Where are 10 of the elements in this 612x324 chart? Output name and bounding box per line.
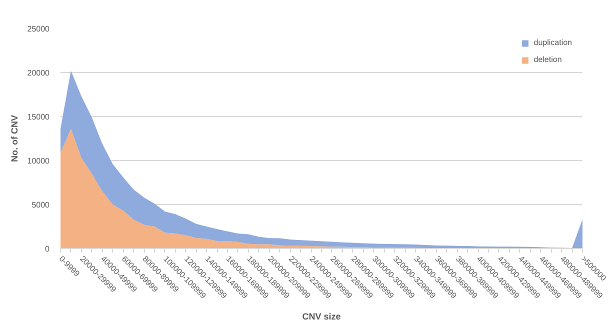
y-tick-label: 25000 (27, 24, 50, 34)
x-axis-title: CNV size (302, 312, 341, 322)
y-tick-label: 5000 (32, 200, 50, 210)
y-axis-title: No. of CNV (9, 115, 20, 162)
y-tick-label: 0 (45, 244, 50, 254)
y-tick-label: 10000 (27, 156, 50, 166)
y-tick-label: 15000 (27, 112, 50, 122)
legend-label: deletion (534, 55, 562, 64)
legend-label: duplication (534, 38, 572, 47)
y-tick-label: 20000 (27, 68, 50, 78)
